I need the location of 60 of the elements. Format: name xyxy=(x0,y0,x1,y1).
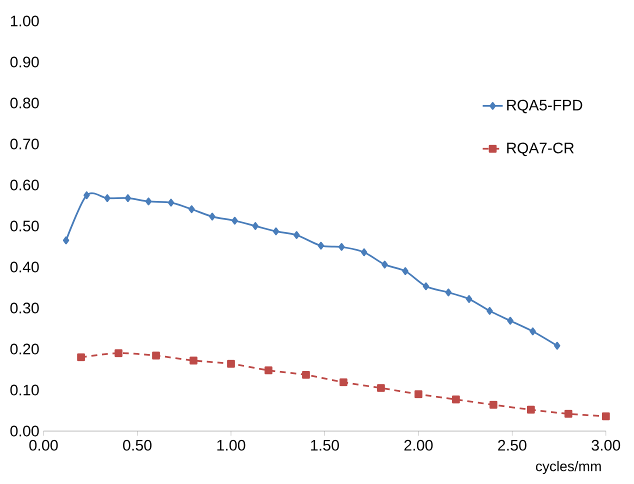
y-tick-label: 0.70 xyxy=(10,138,39,150)
point xyxy=(83,191,90,200)
x-tick-label: 2.00 xyxy=(404,440,433,451)
y-tick-label: 1.00 xyxy=(10,16,39,26)
y-tick-label: 0.20 xyxy=(10,344,39,355)
y-tick-label: 0.80 xyxy=(10,98,39,108)
point xyxy=(272,228,280,236)
point xyxy=(302,371,310,379)
y-tick-label: 0.10 xyxy=(10,384,39,396)
point xyxy=(382,260,388,269)
point xyxy=(452,396,460,404)
x-tick-label: 3.00 xyxy=(592,440,620,451)
point xyxy=(526,406,535,414)
point xyxy=(152,352,160,360)
y-tick-label: 0.50 xyxy=(10,220,39,232)
x-tick-label: 2.50 xyxy=(498,440,526,451)
legend-label: RQA7-CR xyxy=(507,142,574,156)
point xyxy=(422,282,430,290)
y-tick-label: 0.60 xyxy=(10,180,39,190)
point xyxy=(209,212,216,221)
point xyxy=(486,307,493,315)
point xyxy=(490,400,498,409)
x-tick-label: 1.50 xyxy=(311,440,339,451)
point xyxy=(466,295,472,304)
legend-label: RQA5-FPD xyxy=(507,100,582,114)
point xyxy=(445,288,452,296)
point xyxy=(252,222,259,230)
point xyxy=(77,353,85,362)
x-axis-title: cycles/mm xyxy=(536,461,601,474)
x-tick-label: 1.00 xyxy=(217,440,246,451)
point xyxy=(554,342,560,350)
point xyxy=(293,231,300,240)
x-tick-label: 0.50 xyxy=(123,440,152,451)
point xyxy=(377,384,385,392)
y-tick-label: 0.00 xyxy=(10,426,39,437)
point xyxy=(338,243,345,251)
point xyxy=(232,216,238,225)
point xyxy=(564,410,572,418)
point xyxy=(507,316,514,325)
y-tick-label: 0.90 xyxy=(10,56,39,68)
point xyxy=(264,366,272,374)
point xyxy=(190,356,198,365)
y-tick-label: 0.40 xyxy=(10,262,39,272)
point xyxy=(104,194,110,202)
point xyxy=(318,242,324,250)
point xyxy=(360,248,368,256)
point xyxy=(530,328,536,336)
point xyxy=(227,360,235,368)
y-tick-label: 0.30 xyxy=(10,302,39,314)
point xyxy=(168,198,174,207)
point xyxy=(145,198,152,206)
point xyxy=(62,236,70,244)
point xyxy=(188,205,195,214)
point xyxy=(114,349,122,358)
point xyxy=(402,267,408,276)
point xyxy=(124,194,132,202)
point xyxy=(340,378,348,386)
x-tick-label: 0.00 xyxy=(29,440,58,451)
point xyxy=(602,412,610,420)
point xyxy=(414,390,422,398)
